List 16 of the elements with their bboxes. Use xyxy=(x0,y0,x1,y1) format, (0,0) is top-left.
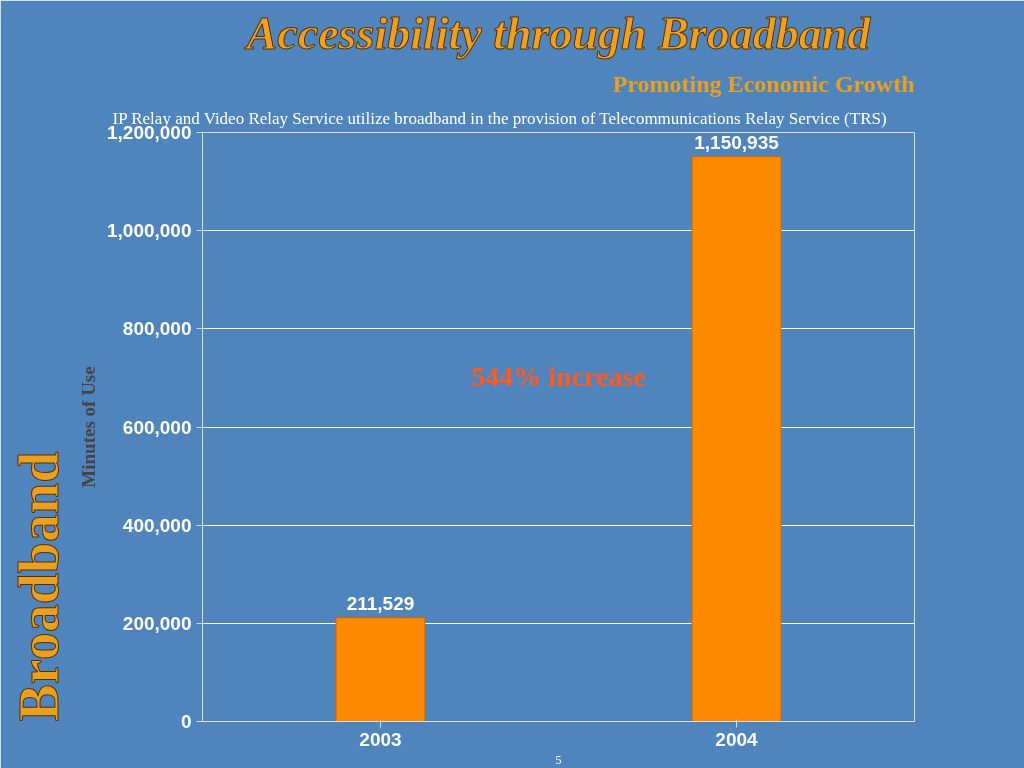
data-label: 211,529 xyxy=(346,592,415,614)
annotation: 544% increase xyxy=(471,360,646,392)
y-tick-label: 1,000,000 xyxy=(106,220,192,242)
y-tick-label: 800,000 xyxy=(122,318,192,340)
y-tick-label: 0 xyxy=(180,711,192,732)
chart-subtitle: Promoting Economic Growth xyxy=(612,70,915,97)
x-tick-label: 2003 xyxy=(359,728,402,750)
y-tick-label: 200,000 xyxy=(122,612,192,634)
data-label: 1,150,935 xyxy=(694,131,780,153)
y-tick-label: 400,000 xyxy=(122,514,192,536)
text: 5 xyxy=(555,752,562,767)
y-axis-title: Minutes of Use xyxy=(77,366,99,488)
text: Broadband xyxy=(7,451,70,722)
y-tick-label: 600,000 xyxy=(122,416,192,438)
x-tick-label: 2004 xyxy=(715,728,759,750)
chart-title: Accessibility through Broadband xyxy=(243,7,872,59)
